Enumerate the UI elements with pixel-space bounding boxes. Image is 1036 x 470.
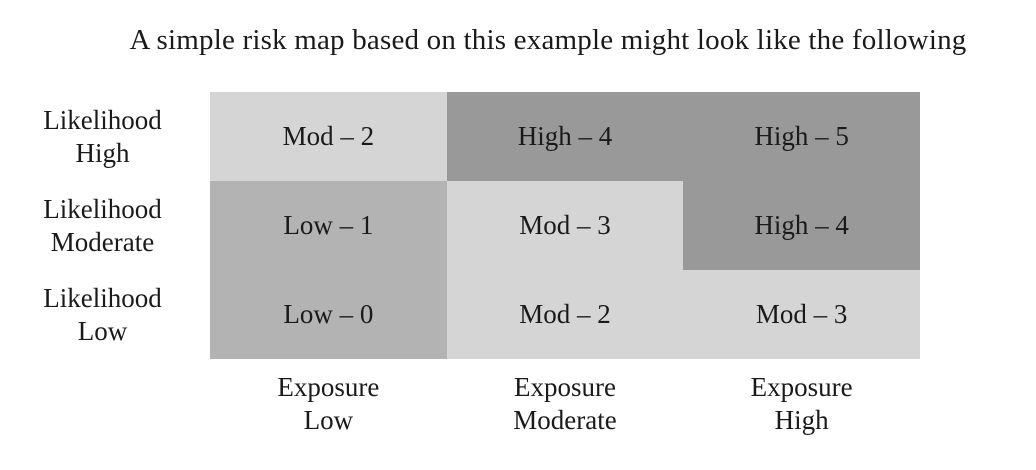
- chart-title: A simple risk map based on this example …: [129, 24, 967, 56]
- row-label-line: High: [75, 138, 130, 168]
- col-label-exposure-low: Exposure Low: [210, 371, 447, 437]
- row-label-line: Low: [77, 316, 128, 346]
- risk-cell: Low – 1: [210, 181, 447, 270]
- risk-cell: Mod – 2: [210, 92, 447, 181]
- risk-cell: High – 4: [446, 92, 684, 181]
- risk-cell: Mod – 2: [446, 270, 684, 359]
- col-label-line: Moderate: [513, 405, 617, 435]
- row-label-likelihood-low: Likelihood Low: [0, 282, 205, 348]
- col-label-line: Exposure: [750, 372, 853, 402]
- risk-cell: High – 4: [683, 181, 920, 270]
- row-label-line: Likelihood: [43, 105, 162, 135]
- col-label-line: Exposure: [277, 372, 380, 402]
- risk-cell: Mod – 3: [446, 181, 684, 270]
- row-label-line: Moderate: [50, 227, 155, 257]
- risk-cell: Mod – 3: [683, 270, 920, 359]
- col-label-line: Exposure: [513, 372, 616, 402]
- row-label-likelihood-moderate: Likelihood Moderate: [0, 193, 205, 259]
- row-label-line: Likelihood: [43, 283, 162, 313]
- col-label-exposure-moderate: Exposure Moderate: [447, 371, 684, 437]
- risk-cell: Low – 0: [210, 270, 447, 359]
- col-label-line: High: [774, 405, 829, 435]
- row-label-likelihood-high: Likelihood High: [0, 104, 205, 170]
- col-label-line: Low: [303, 405, 354, 435]
- risk-map-grid: Mod – 2 High – 4 High – 5 Low – 1 Mod – 3 Hig…: [210, 92, 920, 359]
- risk-cell: High – 5: [683, 92, 920, 181]
- row-label-line: Likelihood: [43, 194, 162, 224]
- col-label-exposure-high: Exposure High: [683, 371, 920, 437]
